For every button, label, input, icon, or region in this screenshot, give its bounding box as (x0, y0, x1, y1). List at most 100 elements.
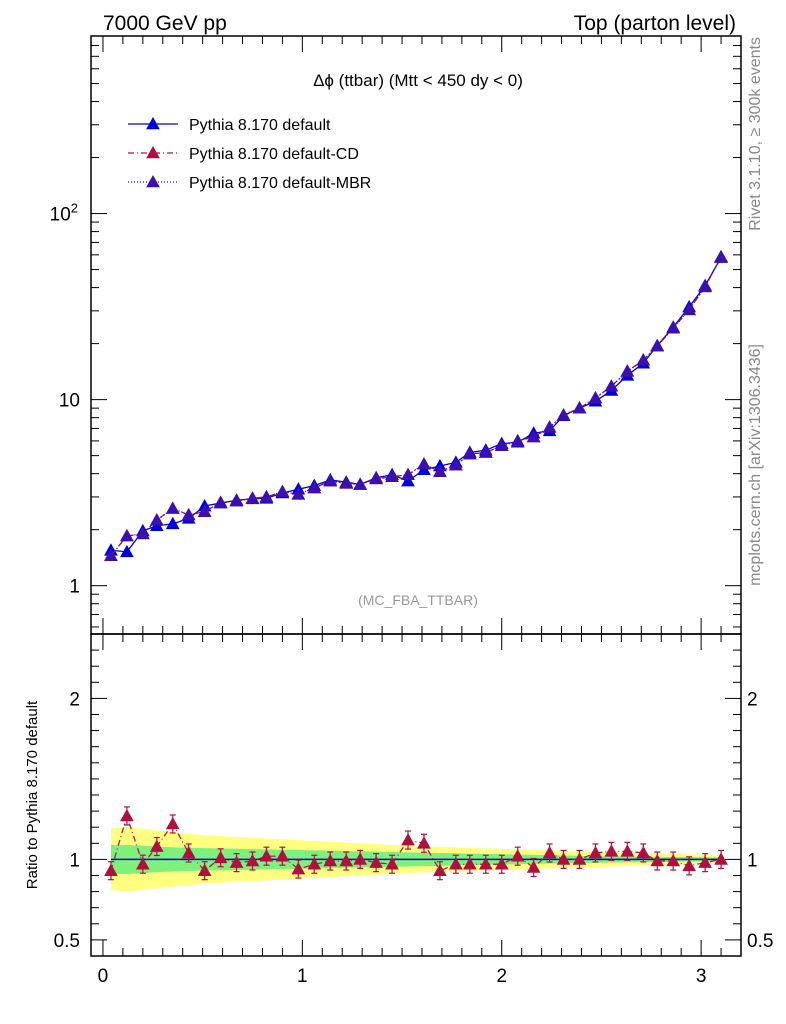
ratio-point (698, 855, 712, 868)
ratio-point (104, 863, 118, 876)
ratio-point (588, 845, 603, 859)
main-panel-ticks: 1 10 102 (50, 35, 742, 634)
data-point (339, 476, 354, 489)
data-point (229, 494, 244, 507)
ratio-point (620, 844, 635, 857)
data-point (510, 433, 525, 447)
ratio-point (462, 857, 477, 870)
ratio-axis-label: Ratio to Pythia 8.170 default (24, 700, 41, 889)
ratio-point (165, 816, 180, 830)
data-point (369, 471, 383, 485)
ratio-uncertainty-band (110, 827, 722, 892)
data-point (401, 467, 415, 480)
y-tick-label: 1 (747, 850, 758, 871)
ratio-panel-series (104, 806, 728, 881)
ratio-point (666, 853, 681, 867)
ratio-point (417, 836, 431, 849)
data-point (462, 447, 477, 460)
header-right: Top (parton level) (574, 12, 736, 35)
data-point (542, 420, 557, 433)
ratio-point (401, 833, 415, 846)
data-point (165, 516, 180, 530)
data-point (149, 513, 164, 526)
data-point (181, 507, 196, 521)
legend-label: Pythia 8.170 default-MBR (189, 175, 371, 192)
data-point (494, 438, 509, 452)
data-point (417, 457, 431, 470)
data-point (135, 526, 150, 540)
ratio-panel-ticks: 0.5 0.5 1 1 2 2 0 1 2 3 (54, 633, 773, 987)
ratio-point (339, 853, 354, 867)
series-line (110, 256, 722, 557)
data-point (307, 480, 322, 494)
data-point (588, 390, 603, 404)
ratio-point (449, 857, 463, 870)
data-point (604, 379, 619, 392)
ratio-point (650, 853, 665, 867)
x-tick-label: 0 (98, 966, 109, 987)
ratio-point (135, 857, 150, 870)
ratio-point (213, 850, 228, 864)
x-tick-label: 1 (297, 966, 308, 987)
ratio-point (229, 855, 244, 868)
data-point (353, 477, 368, 490)
y-tick-label: 2 (747, 689, 758, 710)
data-point (650, 339, 665, 352)
data-point (259, 489, 274, 503)
data-point (291, 487, 306, 500)
data-point (104, 548, 118, 561)
y-tick-label: 0.5 (54, 931, 80, 952)
ratio-point (572, 852, 587, 865)
data-point (449, 458, 463, 471)
ratio-point (120, 808, 134, 822)
data-point (197, 504, 212, 517)
data-point (385, 469, 399, 483)
y-tick-label: 2 (69, 689, 80, 710)
data-point (120, 544, 134, 558)
data-point (698, 279, 712, 293)
ratio-point (636, 845, 651, 859)
ratio-point (259, 849, 274, 862)
data-point (636, 353, 651, 366)
data-point (323, 474, 338, 487)
ratio-point (197, 863, 212, 876)
ratio-line (110, 813, 722, 872)
legend-marker (146, 145, 160, 159)
data-point (526, 429, 541, 443)
ratio-point (556, 852, 571, 865)
rivet-label: Rivet 3.1.10, ≥ 300k events (747, 37, 764, 231)
y-tick-label: 1 (69, 577, 80, 598)
legend-marker (146, 174, 160, 188)
ratio-point (149, 839, 164, 852)
main-panel: 1 10 102 Δϕ (ttbar) (Mtt < 450 dy < 0) (MC… (50, 35, 742, 635)
ratio-point (494, 857, 509, 870)
legend-label: Pythia 8.170 default (189, 117, 331, 134)
data-point (120, 528, 134, 542)
ratio-point (245, 853, 260, 867)
x-tick-label: 3 (696, 966, 707, 987)
legend-label: Pythia 8.170 default-CD (189, 146, 359, 163)
ratio-point (604, 844, 619, 857)
data-point (714, 249, 728, 263)
ratio-point (323, 853, 338, 867)
data-point (478, 445, 493, 458)
ratio-panel-frame (90, 633, 742, 957)
x-tick-label: 2 (496, 966, 507, 987)
data-point (275, 484, 290, 497)
ratio-point (542, 845, 557, 859)
ratio-point (478, 857, 493, 870)
data-point (401, 474, 415, 487)
ratio-point (682, 858, 697, 872)
ratio-point (181, 845, 196, 859)
data-point (213, 495, 228, 508)
ratio-point (353, 852, 368, 865)
data-point (433, 464, 447, 477)
ratio-point (291, 862, 306, 875)
chart-title: Δϕ (ttbar) (Mtt < 450 dy < 0) (313, 71, 523, 90)
mcplots-label: mcplots.cern.ch [arXiv:1306.3436] (747, 344, 764, 586)
y-tick-label: 102 (50, 201, 78, 226)
header-left: 7000 GeV pp (103, 12, 227, 35)
data-point (165, 501, 180, 514)
data-point (245, 491, 260, 504)
ratio-point (714, 852, 728, 865)
